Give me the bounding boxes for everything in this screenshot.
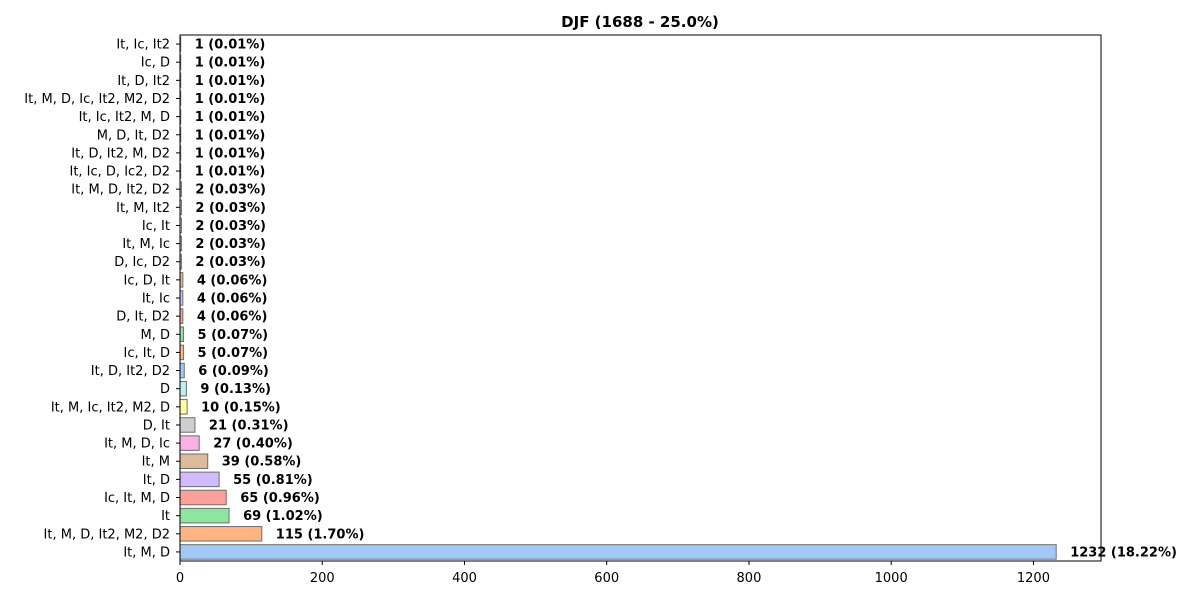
axes-frame — [179, 34, 1102, 562]
y-tick-label-12: M, D — [141, 328, 171, 343]
data-label-0: 1232 (18.22%) — [1070, 545, 1177, 560]
y-tick-label-19: It, M, It2 — [116, 201, 170, 216]
y-tick-label-15: Ic, D, It — [124, 273, 170, 288]
y-tick-label-6: It, M, D, Ic — [104, 437, 170, 452]
y-tick-label-1: It, M, D, It2, M2, D2 — [44, 527, 170, 542]
data-label-21: 1 (0.01%) — [195, 165, 266, 180]
x-axis-ticks: 0 200 400 600 800 1000 1200 — [176, 561, 1050, 586]
x-tick-label-0: 0 — [176, 571, 184, 586]
y-tick-label-17: It, M, Ic — [122, 237, 170, 252]
data-label-24: 1 (0.01%) — [195, 110, 266, 125]
y-tick-label-22: It, D, It2, M, D2 — [71, 146, 170, 161]
y-tick-label-14: It, Ic — [142, 292, 170, 307]
y-tick-label-2: It — [161, 509, 170, 524]
x-tick-label-3: 600 — [594, 571, 619, 586]
data-label-20: 2 (0.03%) — [195, 183, 266, 198]
y-tick-label-21: It, Ic, D, Ic2, D2 — [69, 165, 170, 180]
x-tick-label-6: 1200 — [1017, 571, 1050, 586]
x-tick-label-5: 1000 — [875, 571, 908, 586]
bar-1 — [179, 526, 263, 542]
data-label-22: 1 (0.01%) — [195, 146, 266, 161]
data-label-16: 2 (0.03%) — [195, 255, 266, 270]
data-label-8: 10 (0.15%) — [201, 400, 281, 415]
bar-9 — [179, 380, 187, 397]
data-label-27: 1 (0.01%) — [195, 56, 266, 71]
y-tick-label-18: Ic, It — [142, 219, 170, 234]
y-tick-label-3: Ic, It, M, D — [104, 491, 170, 506]
bar-5 — [179, 453, 209, 469]
data-label-11: 5 (0.07%) — [198, 346, 269, 361]
data-labels-layer: 1232 (18.22%) 115 (1.70%) 69 (1.02%) 65 (0.… — [195, 38, 1177, 561]
x-tick-label-2: 400 — [452, 571, 477, 586]
bar-7 — [179, 417, 196, 433]
bar-0 — [179, 544, 1057, 560]
y-tick-label-28: It, Ic, It2 — [116, 38, 170, 53]
y-tick-label-7: D, It — [143, 418, 170, 433]
data-label-26: 1 (0.01%) — [195, 74, 266, 89]
y-tick-label-4: It, D — [143, 473, 170, 488]
data-label-9: 9 (0.13%) — [200, 382, 271, 397]
y-axis-ticks: It, M, D It, M, D, It2, M2, D2 It Ic, It, M… — [24, 38, 180, 560]
y-tick-label-23: M, D, It, D2 — [97, 128, 170, 143]
bar-12 — [179, 326, 185, 343]
y-tick-label-26: It, D, It2 — [117, 74, 170, 89]
y-tick-label-9: D — [160, 382, 170, 397]
bar-11 — [179, 344, 185, 361]
data-label-18: 2 (0.03%) — [195, 219, 266, 234]
data-label-2: 69 (1.02%) — [243, 509, 323, 524]
chart-title: DJF (1688 - 25.0%) — [561, 13, 719, 31]
data-label-7: 21 (0.31%) — [209, 418, 289, 433]
y-tick-label-27: Ic, D — [141, 56, 170, 71]
y-tick-label-25: It, M, D, Ic, It2, M2, D2 — [24, 92, 170, 107]
data-label-12: 5 (0.07%) — [198, 328, 269, 343]
y-tick-label-24: It, Ic, It2, M, D — [79, 110, 170, 125]
data-label-25: 1 (0.01%) — [195, 92, 266, 107]
y-tick-label-20: It, M, D, It2, D2 — [71, 183, 170, 198]
data-label-15: 4 (0.06%) — [197, 273, 268, 288]
data-label-1: 115 (1.70%) — [276, 527, 365, 542]
data-label-4: 55 (0.81%) — [233, 473, 313, 488]
data-label-19: 2 (0.03%) — [195, 201, 266, 216]
bar-6 — [179, 435, 200, 451]
bar-3 — [179, 489, 227, 506]
y-tick-label-11: Ic, It, D — [124, 346, 170, 361]
data-label-6: 27 (0.40%) — [213, 437, 293, 452]
x-tick-label-1: 200 — [310, 571, 335, 586]
y-tick-label-8: It, M, Ic, It2, M2, D — [51, 400, 170, 415]
data-label-14: 4 (0.06%) — [197, 292, 268, 307]
y-tick-label-5: It, M — [142, 455, 170, 470]
data-label-17: 2 (0.03%) — [195, 237, 266, 252]
data-label-5: 39 (0.58%) — [222, 455, 302, 470]
data-label-3: 65 (0.96%) — [240, 491, 320, 506]
data-label-23: 1 (0.01%) — [195, 128, 266, 143]
x-tick-label-4: 800 — [737, 571, 762, 586]
bar-8 — [179, 399, 188, 415]
bar-10 — [179, 362, 185, 379]
data-label-13: 4 (0.06%) — [197, 310, 268, 325]
y-tick-label-0: It, M, D — [123, 545, 170, 560]
y-tick-label-10: It, D, It2, D2 — [91, 364, 170, 379]
data-label-10: 6 (0.09%) — [198, 364, 269, 379]
y-tick-label-13: D, It, D2 — [116, 310, 170, 325]
data-label-28: 1 (0.01%) — [195, 38, 266, 53]
bar-4 — [179, 471, 220, 488]
y-tick-label-16: D, Ic, D2 — [114, 255, 170, 270]
bar-2 — [179, 507, 230, 524]
